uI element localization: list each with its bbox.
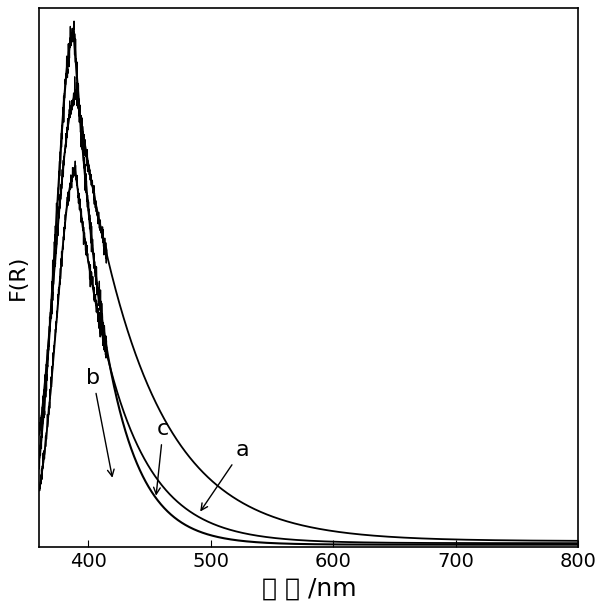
Y-axis label: F(R): F(R) xyxy=(8,255,28,300)
Text: a: a xyxy=(201,440,249,510)
X-axis label: 波 长 /nm: 波 长 /nm xyxy=(261,577,356,600)
Text: b: b xyxy=(86,368,114,476)
Text: c: c xyxy=(154,419,169,494)
